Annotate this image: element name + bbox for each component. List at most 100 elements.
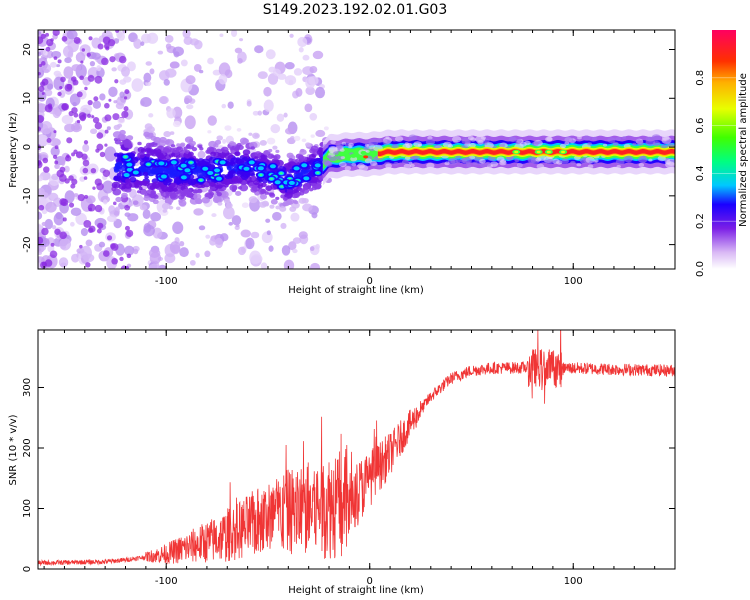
- spectrogram-noise: [85, 239, 93, 247]
- spectrogram-peak: [180, 175, 187, 180]
- spectrogram-cell: [183, 188, 192, 195]
- spectrogram-cell: [496, 156, 505, 162]
- spectrogram-cell: [150, 135, 157, 141]
- spectrogram-noise: [312, 50, 324, 60]
- spectrogram-cell: [645, 137, 651, 141]
- spectrogram-noise: [52, 30, 60, 36]
- snr-plot-area: [38, 330, 675, 567]
- spectrogram-noise: [38, 51, 42, 57]
- spectrogram-noise: [80, 60, 84, 64]
- spectrogram-cell: [326, 155, 332, 159]
- spectrogram-cell: [113, 175, 122, 182]
- spectrogram-noise: [283, 112, 288, 118]
- spectrogram-noise: [124, 204, 131, 211]
- colorbar-tick-label: 0.6: [695, 118, 706, 134]
- spectrogram-noise: [68, 202, 75, 208]
- spectrogram-cell: [364, 143, 369, 147]
- spectrogram-cell: [425, 138, 436, 146]
- spectrogram-noise: [140, 41, 145, 46]
- spectrogram-noise: [45, 46, 51, 52]
- spectrogram-peak: [146, 163, 150, 166]
- spectrogram-cell: [466, 164, 472, 168]
- spectrogram-noise: [292, 237, 302, 244]
- spectrogram-noise: [104, 102, 110, 109]
- spectrogram-noise: [152, 227, 163, 239]
- spectrogram-noise: [211, 213, 217, 218]
- spectrogram-noise: [55, 211, 63, 220]
- spectrogram-cell: [295, 173, 301, 178]
- spectrogram-noise: [58, 257, 69, 268]
- spectrogram-cell: [249, 175, 258, 182]
- spectrogram-cell: [235, 190, 242, 196]
- spectrogram-noise: [288, 79, 294, 85]
- spectrogram-noise: [108, 86, 118, 98]
- spectrogram-ylabel: Frequency (Hz): [8, 112, 19, 188]
- spectrogram-cell: [175, 155, 180, 159]
- spectrogram-noise: [92, 116, 100, 124]
- spectrogram-noise: [97, 222, 104, 229]
- spectrogram-cell: [250, 187, 258, 193]
- spectrogram-cell: [232, 175, 241, 183]
- spectrogram-cell: [148, 142, 155, 148]
- spectrogram-noise: [257, 110, 262, 116]
- spectrogram-cell: [117, 123, 123, 128]
- spectrogram-noise: [113, 218, 122, 229]
- spectrogram-noise: [218, 62, 231, 77]
- spectrogram-cell: [115, 206, 121, 211]
- spectrogram-noise: [38, 175, 44, 182]
- spectrogram-cell: [163, 131, 171, 138]
- spectrogram-noise: [45, 32, 49, 37]
- spectrogram-cell: [189, 140, 196, 146]
- spectrogram-frame: [37, 29, 676, 270]
- spectrogram-cell: [166, 187, 173, 193]
- spectrogram-noise: [87, 227, 94, 233]
- spectrogram-cell: [368, 138, 379, 146]
- spectrogram-noise: [94, 204, 103, 213]
- spectrogram-noise: [198, 225, 206, 231]
- spectrogram-cell: [341, 141, 347, 145]
- spectrogram-noise: [94, 75, 103, 84]
- spectrogram-noise: [102, 180, 114, 194]
- spectrogram-noise: [68, 175, 74, 181]
- spectrogram-noise: [315, 86, 326, 99]
- spectrogram-noise: [123, 76, 132, 83]
- spectrogram-noise: [73, 193, 79, 197]
- spectrogram-noise: [38, 115, 45, 123]
- spectrogram-cell: [138, 186, 143, 191]
- spectrogram-noise: [51, 225, 57, 230]
- spectrogram-noise: [57, 59, 62, 64]
- spectrogram-noise: [64, 165, 70, 173]
- colorbar-tick-label: 0.2: [695, 213, 706, 229]
- spectrogram-noise: [164, 34, 174, 43]
- spectrogram-noise: [109, 56, 116, 63]
- spectrogram-cell: [310, 145, 319, 152]
- spectrogram-cell: [119, 134, 127, 141]
- spectrogram-cell: [143, 131, 151, 138]
- spectrogram-cell: [252, 132, 260, 139]
- spectrogram-noise: [97, 43, 104, 50]
- spectrogram-cell: [234, 151, 240, 156]
- spectrogram-peak: [180, 163, 187, 168]
- spectrogram-cell: [266, 137, 276, 145]
- spectrogram-noise: [42, 157, 49, 164]
- spectrogram-noise: [57, 91, 62, 97]
- spectrogram-noise: [268, 245, 274, 252]
- spectrogram-peak: [316, 171, 320, 174]
- spectrogram-noise: [115, 30, 120, 33]
- spectrogram-cell: [564, 136, 573, 143]
- spectrogram-cell: [250, 146, 255, 150]
- spectrogram-cell: [201, 196, 210, 204]
- spectrogram-cell: [132, 200, 139, 206]
- spectrogram-noise: [66, 137, 73, 144]
- spectrogram-cell: [239, 184, 249, 192]
- spectrogram-peak: [189, 161, 193, 164]
- spectrogram-cell: [235, 158, 243, 165]
- spectrogram-noise: [272, 211, 282, 221]
- spectrogram-noise: [99, 93, 106, 101]
- spectrogram-noise: [56, 169, 65, 178]
- spectrogram-noise: [158, 264, 167, 269]
- spectrogram-cell: [224, 173, 232, 180]
- spectrogram-peak: [126, 162, 133, 167]
- spectrogram-noise: [250, 254, 263, 264]
- spectrogram-cell: [657, 155, 666, 162]
